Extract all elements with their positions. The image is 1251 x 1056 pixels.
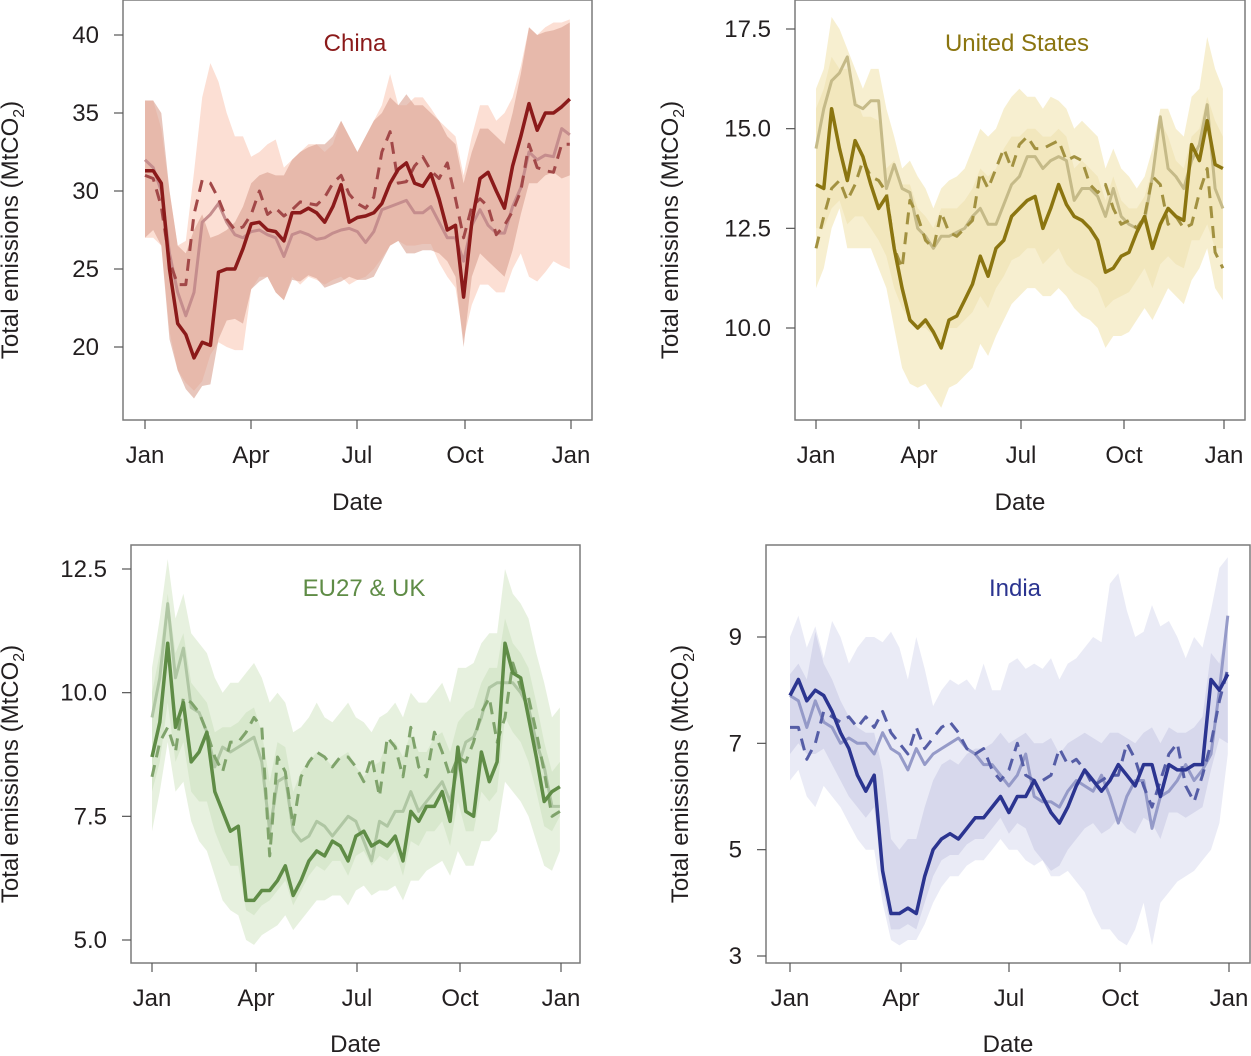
x-tick-label: Jan (542, 985, 581, 1012)
y-tick-label: 9 (729, 624, 742, 651)
panel-united-states: Jan Apr Jul Oct Jan 10.0 12.5 15.0 17.5 Date Total… (657, 0, 1246, 516)
x-tick-label: Oct (1101, 985, 1139, 1012)
panel-title: United States (945, 30, 1089, 57)
series-line-scenario-light (150, 602, 560, 863)
x-tick-label: Oct (441, 985, 479, 1012)
series-line-main (815, 106, 1224, 350)
y-axis-title: Total emissions (MtCO2) (0, 101, 28, 359)
x-tick-label: Jan (797, 442, 836, 469)
x-tick-label: Oct (1105, 442, 1143, 469)
panel-title: China (324, 30, 387, 57)
x-tick-label: Jan (1210, 985, 1249, 1012)
series-line-main (145, 97, 572, 360)
y-tick-label: 20 (72, 334, 99, 361)
plot-frame (794, 0, 1246, 421)
inner-band (816, 56, 1223, 344)
y-tick-label: 3 (729, 943, 742, 970)
panel-title: EU27 & UK (303, 575, 426, 602)
y-tick-label: 12.5 (60, 556, 107, 583)
x-tick-label: Jan (1205, 442, 1244, 469)
x-tick-label: Jan (126, 442, 165, 469)
series-line-scenario-dashed (790, 668, 1230, 809)
series-line-scenario-dashed (814, 135, 1225, 270)
x-axis-title: Date (995, 489, 1046, 516)
y-tick-label: 10.0 (724, 315, 771, 342)
plot-area (143, 19, 572, 399)
plot-frame (130, 544, 581, 964)
x-tick-label: Jul (342, 442, 373, 469)
x-axis-title: Date (330, 1031, 381, 1056)
y-axis-title: Total emissions (MtCO2) (0, 645, 28, 903)
series-line-scenario-dashed (144, 130, 570, 287)
plot-area (814, 17, 1225, 408)
plot-frame (765, 544, 1251, 964)
y-tick-label: 5 (729, 837, 742, 864)
panel-title: India (989, 575, 1042, 602)
plot-area (150, 559, 561, 945)
panel-india: Jan Apr Jul Oct Jan 3 5 7 9 Date Total emissions (… (667, 544, 1251, 1056)
series-line-main (150, 641, 561, 903)
x-axis-title: Date (983, 1031, 1034, 1056)
inner-band (145, 22, 570, 399)
y-tick-label: 40 (72, 22, 99, 49)
y-tick-label: 15.0 (724, 116, 771, 143)
x-tick-label: Jan (771, 985, 810, 1012)
y-axis-title: Total emissions (MtCO2) (667, 645, 698, 903)
plot-area (788, 557, 1230, 946)
series-line-scenario-dashed (150, 661, 561, 858)
series-line-scenario-light (789, 615, 1230, 830)
y-tick-label: 7.5 (74, 803, 107, 830)
x-tick-label: Apr (882, 985, 919, 1012)
x-tick-label: Apr (900, 442, 937, 469)
y-axis-title: Total emissions (MtCO2) (657, 101, 688, 359)
y-tick-label: 5.0 (74, 927, 107, 954)
x-tick-label: Apr (237, 985, 274, 1012)
y-tick-label: 30 (72, 178, 99, 205)
x-tick-label: Jan (133, 985, 172, 1012)
x-tick-label: Jan (552, 442, 591, 469)
panel-china: Jan Apr Jul Oct Jan 20 25 30 35 40 Date Total emiss… (0, 0, 593, 516)
y-tick-label: 10.0 (60, 680, 107, 707)
inner-band (152, 593, 560, 916)
x-tick-label: Jul (994, 985, 1025, 1012)
panel-eu27-uk: Jan Apr Jul Oct Jan 5.0 7.5 10.0 12.5 Date Total e… (0, 544, 581, 1056)
x-axis-title: Date (332, 489, 383, 516)
y-tick-label: 12.5 (724, 215, 771, 242)
x-tick-label: Apr (232, 442, 269, 469)
inner-band (790, 621, 1228, 930)
x-tick-label: Jul (342, 985, 373, 1012)
y-tick-label: 7 (729, 730, 742, 757)
y-tick-label: 17.5 (724, 16, 771, 43)
y-tick-label: 35 (72, 100, 99, 127)
series-line-main (788, 673, 1230, 916)
series-line-scenario-light (814, 55, 1225, 250)
x-tick-label: Jul (1006, 442, 1037, 469)
y-tick-label: 25 (72, 256, 99, 283)
x-tick-label: Oct (446, 442, 484, 469)
